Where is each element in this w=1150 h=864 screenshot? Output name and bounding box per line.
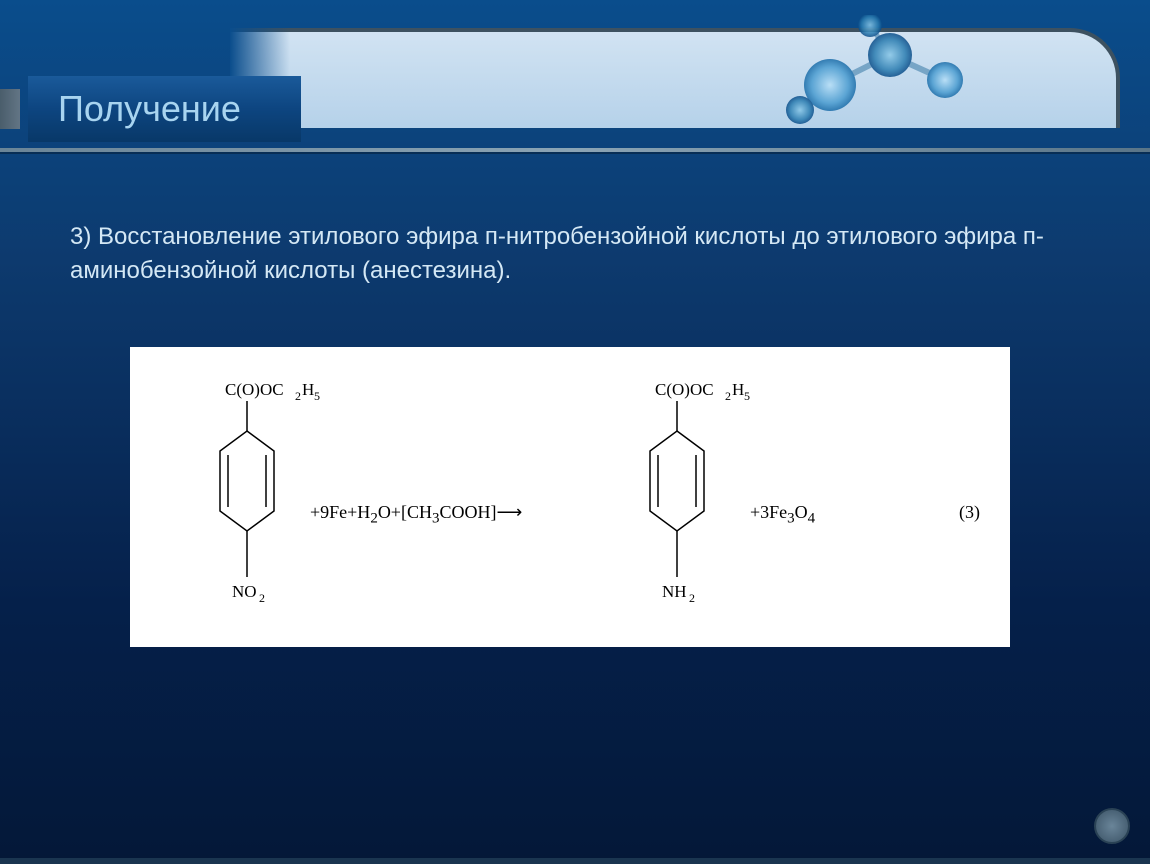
title-bar: Получение [0, 74, 1150, 144]
reagents-text: +9Fe+H2O+[CH3COOH]⟶ [310, 502, 522, 528]
slide-title: Получение [58, 88, 241, 130]
byproduct-text: +3Fe3O4 [750, 502, 815, 528]
reaction-diagram: C(O)OC 2 H 5 NO 2 +9Fe+H2O+[CH3COOH]⟶ C(… [130, 347, 1010, 647]
svg-text:2: 2 [689, 591, 695, 605]
svg-text:2: 2 [725, 389, 731, 403]
svg-text:C(O)OC: C(O)OC [225, 380, 284, 399]
next-slide-button[interactable] [1094, 808, 1130, 844]
reactant-structure: C(O)OC 2 H 5 NO 2 [210, 377, 320, 627]
svg-text:H: H [302, 380, 314, 399]
svg-text:NO: NO [232, 582, 257, 601]
product-structure: C(O)OC 2 H 5 NH 2 [640, 377, 750, 627]
header-underline [0, 148, 1150, 152]
title-accent [0, 89, 20, 129]
svg-text:5: 5 [314, 389, 320, 403]
svg-text:5: 5 [744, 389, 750, 403]
content-area: 3) Восстановление этилового эфира п-нитр… [70, 220, 1080, 647]
footer-line [0, 858, 1150, 864]
svg-text:2: 2 [295, 389, 301, 403]
title-container: Получение [28, 76, 301, 142]
svg-text:NH: NH [662, 582, 687, 601]
equation-number: (3) [959, 502, 980, 523]
description-text: 3) Восстановление этилового эфира п-нитр… [70, 220, 1080, 287]
svg-text:H: H [732, 380, 744, 399]
svg-text:C(O)OC: C(O)OC [655, 380, 714, 399]
svg-text:2: 2 [259, 591, 265, 605]
